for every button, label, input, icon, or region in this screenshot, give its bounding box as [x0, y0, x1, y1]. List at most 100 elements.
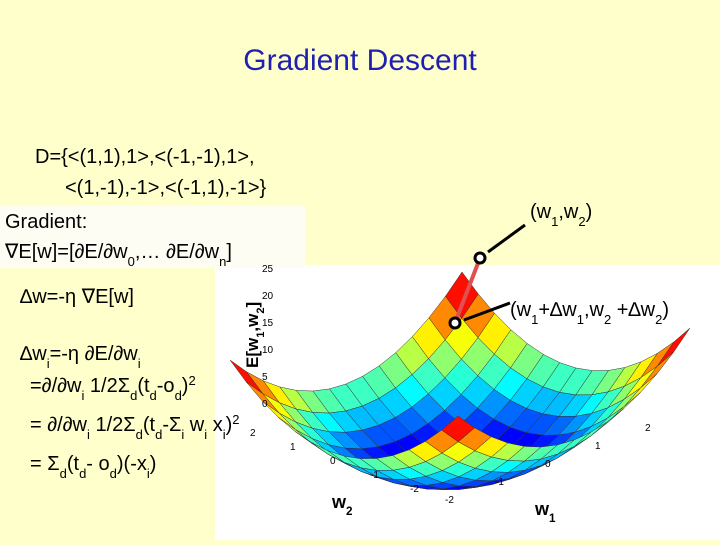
text-part: 1 — [531, 312, 538, 327]
text-part: w — [184, 414, 205, 436]
text-part: +∆w — [611, 299, 655, 321]
text-part: i — [181, 427, 184, 442]
text-part: n — [219, 254, 226, 269]
text-part: i — [204, 427, 207, 442]
annotation: (w1,w2) — [530, 201, 592, 229]
text-part: +∆w — [538, 299, 577, 321]
text-part: ∆w — [20, 343, 47, 365]
point-start — [473, 251, 487, 265]
w2-tick-label: -2 — [410, 484, 419, 495]
text-part: ) — [586, 201, 593, 223]
z-tick-label: 20 — [262, 291, 274, 302]
text-part: 1 — [255, 332, 267, 338]
mesh-cell — [441, 415, 475, 443]
text-part: i — [223, 427, 226, 442]
text-part: ∆w=-η ∇E[w] — [20, 286, 134, 308]
z-tick-label: 15 — [262, 318, 274, 329]
text-line: ∆w=-η ∇E[w] — [20, 286, 134, 308]
text-part: E[w — [243, 337, 262, 368]
text-part: ) — [150, 453, 157, 475]
text-part: 2 — [655, 312, 662, 327]
text-part: d — [60, 466, 67, 481]
text-part: = ∂/∂w — [30, 414, 88, 436]
z-axis-label: E[w1,w2] — [243, 302, 267, 368]
text-part: =-η ∂E/∂w — [50, 343, 139, 365]
text-part: -Σ — [162, 414, 181, 436]
text-part: (t — [137, 375, 150, 397]
text-part: d — [150, 388, 157, 403]
text-part: d — [110, 466, 117, 481]
text-part: d — [130, 388, 137, 403]
text-part: 2 — [255, 308, 267, 314]
text-part: - o — [86, 453, 109, 475]
text-part: (t — [143, 414, 156, 436]
text-line: = Σd(td- od)(-xi) — [30, 453, 156, 481]
text-part: i — [147, 466, 150, 481]
step-line — [453, 257, 482, 324]
text-part: w — [534, 499, 550, 519]
text-part: D={<(1,1),1>,<(-1,-1),1>, — [35, 146, 255, 168]
arrow — [487, 223, 526, 254]
text-line: Gradient: — [5, 211, 87, 233]
text-part: )(-x — [117, 453, 147, 475]
text-part: i — [47, 356, 50, 371]
text-line: <(1,-1),-1>,<(-1,1),-1>} — [65, 177, 267, 199]
text-part: ) — [662, 299, 669, 321]
text-part: d — [175, 388, 182, 403]
w1-tick-label: -2 — [445, 495, 454, 506]
text-part: 0 — [128, 254, 135, 269]
text-part: 1 — [577, 312, 584, 327]
w1-tick-label: 2 — [645, 423, 651, 434]
w1-tick-label: 0 — [545, 459, 551, 470]
text-part: x — [207, 414, 223, 436]
x-axis-label: w1 — [534, 499, 556, 525]
text-part: i — [138, 356, 141, 371]
text-part: = Σ — [30, 453, 60, 475]
text-line: D={<(1,1),1>,<(-1,-1),1>, — [35, 146, 255, 168]
arrow — [463, 301, 511, 322]
w1-tick-label: -1 — [495, 477, 504, 488]
text-part: ,w — [558, 201, 579, 223]
text-part: 1/2Σ — [84, 375, 130, 397]
w2-tick-label: 0 — [330, 456, 336, 467]
text-part: ) — [226, 414, 233, 436]
y-axis-label: w2 — [331, 492, 353, 518]
text-part: ∇E[w]=[∂E/∂w — [4, 241, 128, 263]
text-part: 2 — [188, 373, 195, 388]
text-part: ,w — [243, 313, 262, 332]
w2-tick-label: 1 — [290, 442, 296, 453]
text-line: =∂/∂wi 1/2Σd(td-od)2 — [30, 373, 196, 403]
text-line: = ∂/∂wi 1/2Σd(td-Σi wi xi)2 — [30, 412, 240, 442]
text-part: 2 — [232, 412, 239, 427]
text-part: d — [155, 427, 162, 442]
z-tick-label: 0 — [262, 399, 268, 410]
text-part: ) — [182, 375, 189, 397]
z-tick-label: 25 — [262, 264, 274, 275]
title: Gradient Descent — [243, 44, 477, 77]
text-part: 1 — [549, 512, 556, 525]
text-line: ∆wi=-η ∂E/∂wi — [20, 343, 141, 371]
z-tick-label: 10 — [262, 345, 274, 356]
text-part: (t — [67, 453, 80, 475]
text-part: 1 — [551, 214, 558, 229]
text-part: Gradient: — [5, 211, 87, 233]
text-part: (w — [530, 201, 552, 223]
text-part: ] — [243, 302, 262, 308]
text-part: -o — [157, 375, 175, 397]
text-part: 1/2Σ — [90, 414, 136, 436]
w2-tick-label: -1 — [370, 470, 379, 481]
text-part: (w — [510, 299, 532, 321]
text-part: i — [87, 427, 90, 442]
text-part: 2 — [346, 505, 353, 518]
text-part: i — [81, 388, 84, 403]
text-part: 2 — [578, 214, 585, 229]
text-part: w — [331, 492, 347, 512]
text-line: ∇E[w]=[∂E/∂w0,… ∂E/∂wn] — [4, 241, 232, 269]
w2-tick-label: 2 — [250, 428, 256, 439]
text-part: d — [79, 466, 86, 481]
w1-tick-label: 1 — [595, 441, 601, 452]
text-part: <(1,-1),-1>,<(-1,1),-1>} — [65, 177, 267, 199]
text-part: ] — [226, 241, 232, 263]
